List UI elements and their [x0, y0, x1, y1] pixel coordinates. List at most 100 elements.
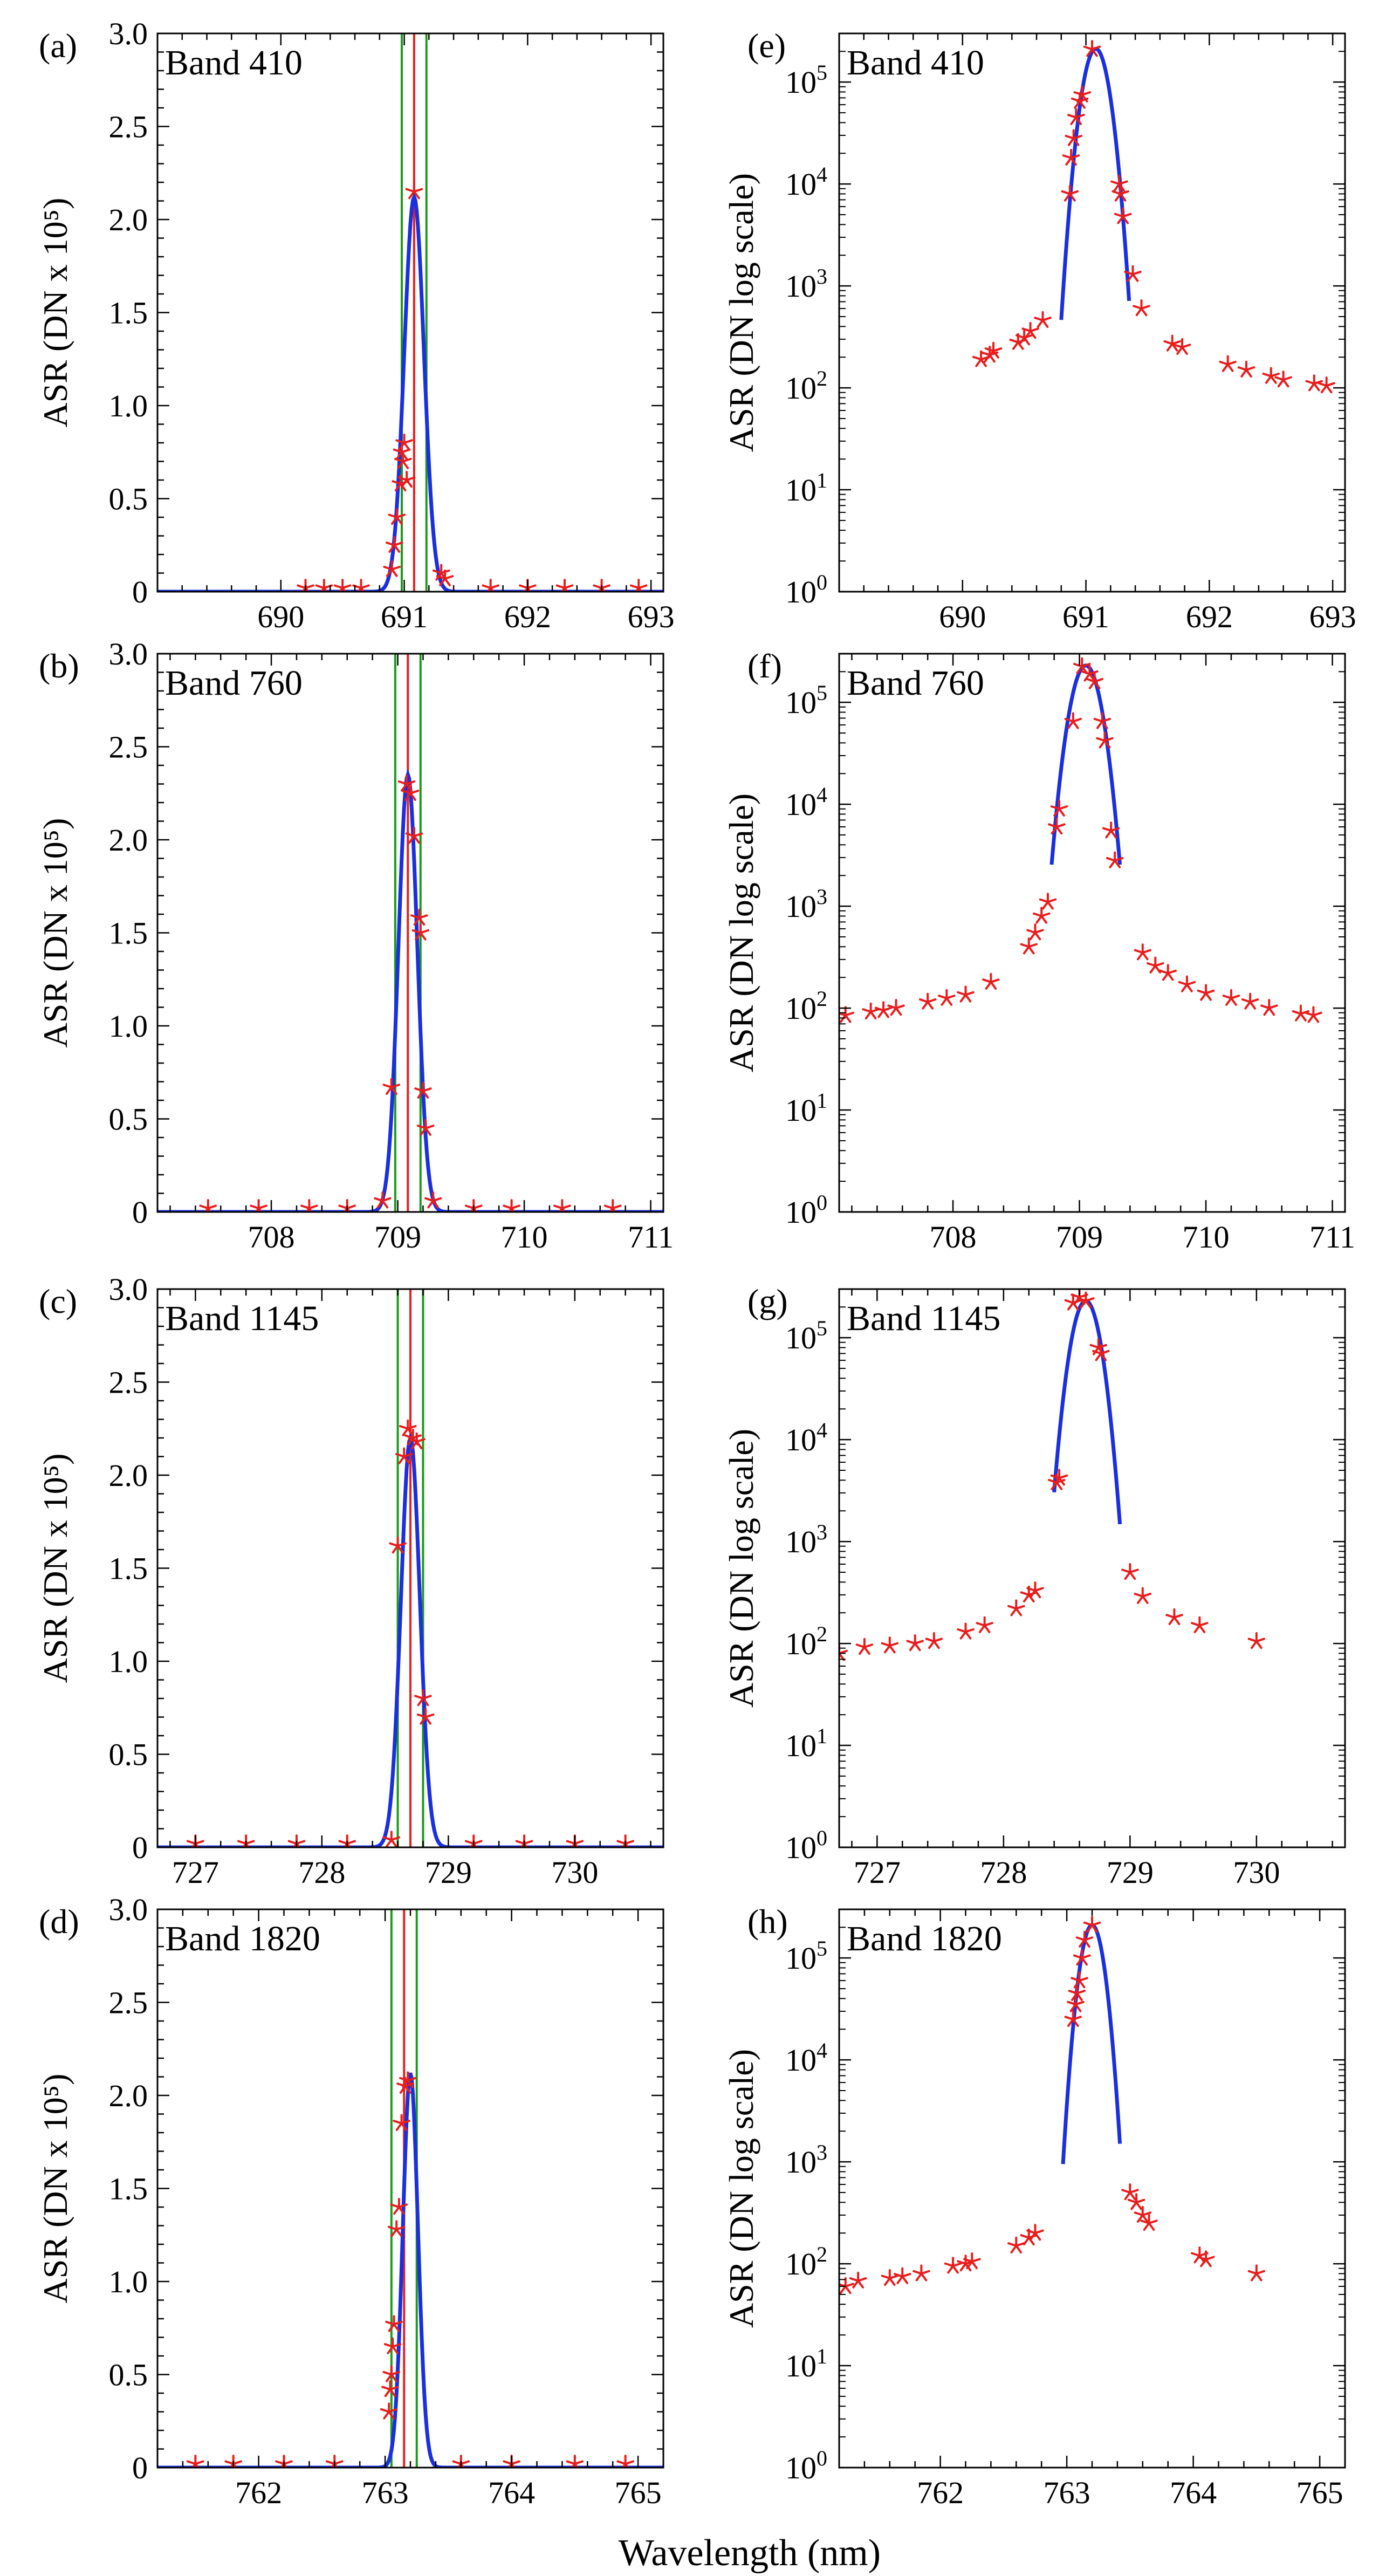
x-tick-label: 730 — [1233, 1855, 1280, 1890]
y-tick-label: 0 — [132, 1195, 148, 1230]
fit-curve — [1052, 1299, 1122, 1525]
y-tick-label: 2.0 — [109, 1458, 148, 1493]
data-point — [1260, 999, 1278, 1016]
x-tick-label: 690 — [257, 599, 304, 634]
y-tick-label: 2.0 — [109, 2078, 148, 2113]
y-tick-label: 1.0 — [109, 2264, 148, 2299]
axes-frame — [838, 653, 1346, 1213]
plot-area — [839, 1916, 1266, 2294]
data-point — [976, 1616, 993, 1633]
y-tick-label: 1.5 — [109, 1551, 148, 1586]
data-point — [1073, 85, 1091, 102]
data-point — [424, 1191, 442, 1209]
plot-area — [157, 1289, 663, 1847]
data-point — [1064, 712, 1082, 729]
y-tick-label: 3.0 — [109, 1892, 148, 1927]
data-point — [405, 827, 423, 844]
data-point — [1026, 2224, 1044, 2241]
y-tick-label: 103 — [785, 264, 827, 304]
y-tick-label: 0.5 — [109, 1102, 148, 1137]
panel-h: 762 763 764 765 100 101 102 103 104 105 ASR (DN lo… — [722, 1902, 1346, 2510]
band-title: Band 410 — [165, 43, 303, 83]
data-point — [1048, 818, 1066, 835]
data-point — [385, 2315, 403, 2332]
y-tick-label: 101 — [785, 1724, 827, 1763]
y-axis-label: ASR (DN x 10⁵) — [36, 2074, 74, 2304]
y-tick-label: 103 — [785, 2140, 827, 2180]
data-point — [399, 1419, 417, 1436]
plot-area — [972, 40, 1335, 394]
data-point — [388, 508, 406, 525]
data-point — [1068, 1984, 1086, 2001]
data-point — [1134, 943, 1152, 961]
panel-a: 690 691 692 693 0 0.5 1.0 1.5 2.0 2.5 3.0 ASR (DN x… — [36, 16, 675, 634]
data-point — [1061, 184, 1079, 202]
data-point — [881, 1636, 899, 1654]
data-point — [913, 2264, 930, 2282]
x-tick-label: 693 — [1309, 599, 1356, 634]
panel-label: (f) — [747, 647, 782, 685]
y-tick-label: 0 — [132, 574, 148, 609]
data-point — [393, 2114, 410, 2131]
axes-frame — [838, 32, 1346, 593]
y-tick-label: 105 — [785, 1936, 827, 1976]
y-tick-label: 1.0 — [109, 388, 148, 423]
y-axis-label: ASR (DN log scale) — [722, 793, 760, 1072]
data-point — [1237, 360, 1255, 378]
data-point — [1083, 40, 1101, 57]
data-point — [1292, 1004, 1310, 1022]
data-point — [1247, 1632, 1266, 1649]
y-axis-label: ASR (DN x 10⁵) — [36, 198, 74, 428]
data-point — [1127, 2193, 1145, 2210]
data-point — [1305, 374, 1323, 392]
data-point — [862, 1002, 880, 1020]
panel-c: 727 728 729 730 0 0.5 1.0 1.5 2.0 2.5 3.0 ASR (DN x… — [36, 1272, 664, 1890]
x-axis-label: Wavelength (nm) — [619, 2532, 881, 2574]
x-tick-label: 693 — [628, 599, 675, 634]
band-title: Band 1145 — [847, 1299, 1000, 1338]
data-point — [982, 972, 1000, 990]
x-tick-label: 728 — [298, 1855, 345, 1890]
panel-label: (g) — [747, 1282, 788, 1320]
x-tick-label: 692 — [1186, 599, 1233, 634]
data-point — [963, 2252, 981, 2270]
y-tick-label: 102 — [785, 986, 827, 1026]
fit-curve — [1049, 663, 1122, 865]
x-tick-label: 762 — [917, 2475, 964, 2510]
axes-frame — [156, 32, 664, 593]
y-tick-label: 101 — [785, 1088, 827, 1128]
data-point — [1318, 376, 1335, 394]
data-point — [1191, 1616, 1209, 1633]
data-point — [1021, 321, 1039, 339]
data-point — [839, 1006, 854, 1023]
panel-g: 727 728 729 730 100 101 102 103 104 105 ASR (DN lo… — [722, 1282, 1346, 1890]
panel-label: (b) — [39, 647, 79, 685]
data-point — [887, 999, 905, 1016]
data-point — [1112, 184, 1129, 202]
panel-f: 708 709 710 711 100 101 102 103 104 105 ASR (DN lo… — [722, 647, 1355, 1255]
y-tick-label: 1.5 — [109, 296, 148, 331]
data-point — [1133, 299, 1150, 317]
y-tick-label: 1.0 — [109, 1009, 148, 1044]
x-tick-label: 764 — [488, 2475, 535, 2510]
panel-label: (e) — [747, 26, 786, 65]
data-point — [1106, 851, 1124, 868]
data-point — [957, 1622, 975, 1640]
x-tick-label: 765 — [1296, 2475, 1343, 2510]
data-point — [1159, 964, 1177, 981]
data-point — [984, 341, 1003, 359]
data-point — [389, 1537, 407, 1554]
y-tick-label: 0 — [132, 2450, 148, 2485]
data-point — [416, 1119, 435, 1136]
data-point — [1007, 2236, 1025, 2253]
axes-frame — [838, 1288, 1346, 1848]
data-point — [385, 536, 403, 553]
y-tick-label: 105 — [785, 60, 827, 100]
y-tick-label: 1.0 — [109, 1644, 148, 1679]
axes-frame — [156, 1908, 664, 2469]
data-point — [1102, 821, 1120, 839]
data-point — [1140, 2214, 1158, 2231]
x-tick-label: 708 — [930, 1220, 977, 1255]
data-point — [881, 2269, 899, 2286]
axes-frame — [838, 1908, 1346, 2469]
